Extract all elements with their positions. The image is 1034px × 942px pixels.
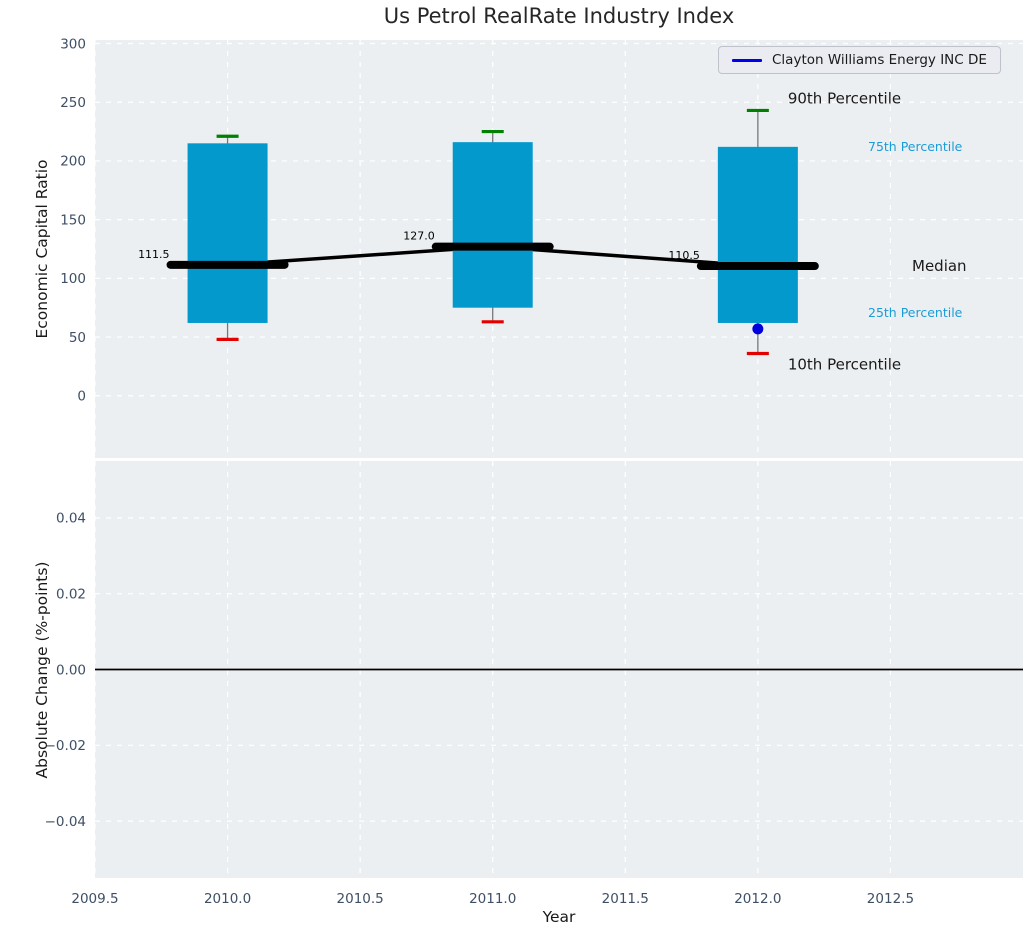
top-y-axis-label: Economic Capital Ratio xyxy=(33,159,51,339)
y-tick-label-bottom: 0.02 xyxy=(56,586,86,602)
annotation-25th-percentile: 25th Percentile xyxy=(868,305,963,320)
legend: Clayton Williams Energy INC DE xyxy=(718,46,1001,74)
percentile-box xyxy=(187,143,268,323)
x-tick-label: 2010.5 xyxy=(337,891,384,907)
y-tick-label-top: 300 xyxy=(60,36,86,52)
median-value-label: 127.0 xyxy=(403,230,435,243)
x-tick-label: 2011.0 xyxy=(469,891,516,907)
x-tick-label: 2010.0 xyxy=(204,891,251,907)
y-tick-label-bottom: 0.04 xyxy=(56,511,86,527)
percentile-box xyxy=(452,142,533,308)
company-data-point xyxy=(752,323,764,335)
y-tick-label-bottom: −0.04 xyxy=(45,814,86,830)
annotation-90th-percentile: 90th Percentile xyxy=(788,89,901,107)
legend-label: Clayton Williams Energy INC DE xyxy=(772,52,987,68)
x-tick-label: 2009.5 xyxy=(71,891,118,907)
annotation-75th-percentile: 75th Percentile xyxy=(868,139,963,154)
y-tick-label-top: 50 xyxy=(69,330,86,346)
median-value-label: 111.5 xyxy=(138,248,170,261)
y-tick-label-bottom: 0.00 xyxy=(56,662,86,678)
chart-title: Us Petrol RealRate Industry Index xyxy=(383,4,735,28)
y-tick-label-bottom: −0.02 xyxy=(45,738,86,754)
y-tick-label-top: 200 xyxy=(60,154,86,170)
median-value-label: 110.5 xyxy=(668,249,700,262)
y-tick-label-top: 150 xyxy=(60,212,86,228)
y-tick-label-top: 0 xyxy=(77,389,86,405)
y-tick-label-top: 100 xyxy=(60,271,86,287)
x-tick-label: 2012.5 xyxy=(867,891,914,907)
annotation-median: Median xyxy=(912,257,967,275)
x-axis-label: Year xyxy=(542,908,576,926)
y-tick-label-top: 250 xyxy=(60,95,86,111)
legend-line-sample xyxy=(732,58,762,62)
percentile-box xyxy=(717,146,798,323)
x-tick-label: 2011.5 xyxy=(602,891,649,907)
bottom-y-axis-label: Absolute Change (%-points) xyxy=(33,561,51,779)
annotation-10th-percentile: 10th Percentile xyxy=(788,356,901,374)
x-tick-label: 2012.0 xyxy=(734,891,781,907)
